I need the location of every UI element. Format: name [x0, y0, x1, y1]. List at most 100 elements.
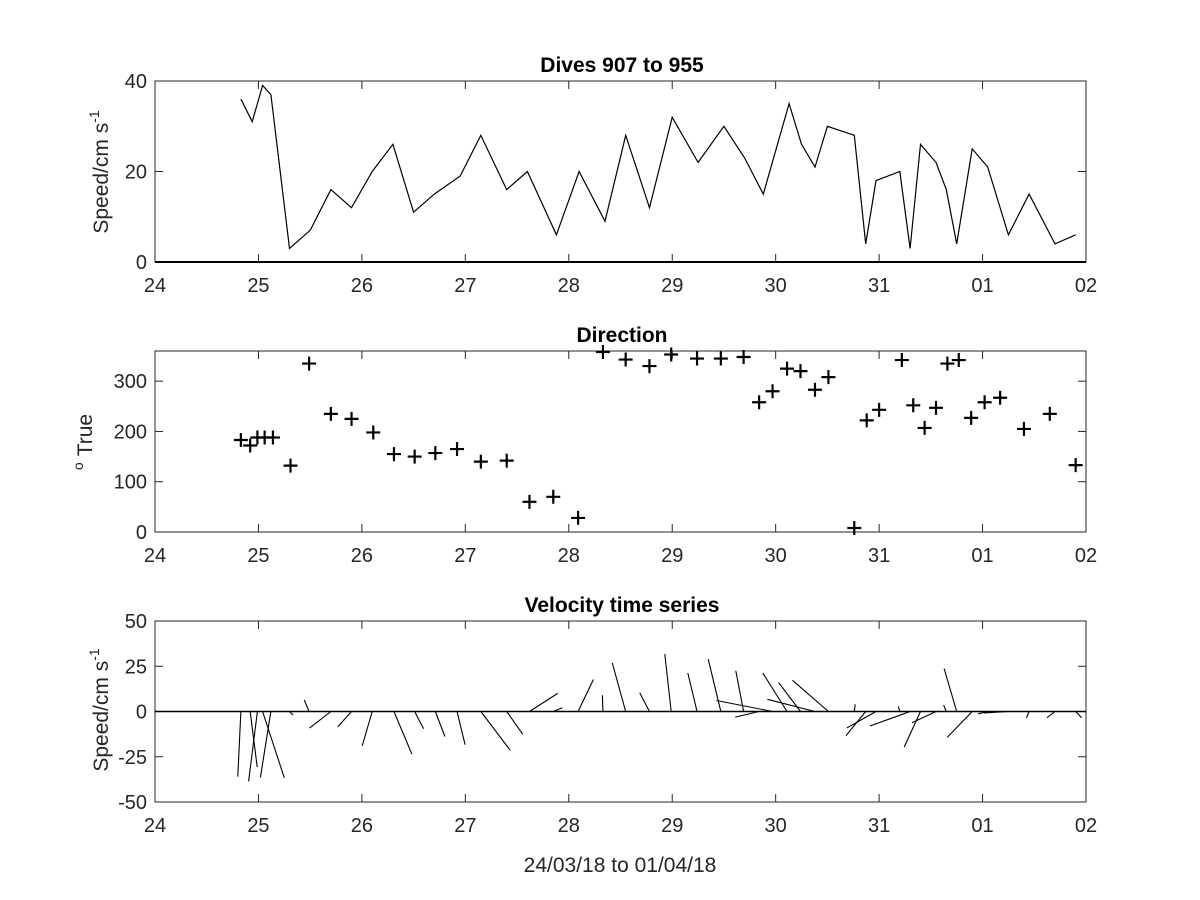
- direction-marker: [473, 454, 488, 469]
- x-axis-label: 24/03/18 to 01/04/18: [524, 854, 717, 877]
- x-tick-label: 24: [144, 275, 166, 297]
- x-tick-label: 02: [1075, 815, 1097, 837]
- x-tick-label: 26: [351, 275, 373, 297]
- direction-marker: [752, 395, 767, 410]
- direction-marker: [859, 413, 874, 428]
- velocity-stick: [237, 711, 242, 777]
- velocity-stick: [707, 658, 722, 712]
- x-tick-label: 25: [247, 815, 269, 837]
- x-tick-label: 01: [971, 275, 993, 297]
- velocity-stick: [289, 711, 294, 716]
- direction-marker: [546, 489, 561, 504]
- velocity-stick: [978, 710, 988, 715]
- y-tick-label: -25: [118, 747, 147, 769]
- x-tick-label: 25: [247, 545, 269, 567]
- svg-text:Speed/cm s-1: Speed/cm s-1: [86, 648, 113, 772]
- speed-panel-ylabel-text: Speed/cm s: [90, 123, 113, 234]
- direction-marker: [642, 359, 657, 374]
- direction-marker: [1042, 406, 1057, 421]
- velocity-stick: [946, 711, 973, 738]
- x-tick-label: 02: [1075, 275, 1097, 297]
- speed-panel-ylabel: Speed/cm s-1: [86, 110, 113, 234]
- x-tick-label: 24: [144, 815, 166, 837]
- x-tick-label: 29: [661, 815, 683, 837]
- svg-text:Speed/cm s-1: Speed/cm s-1: [86, 110, 113, 234]
- y-tick-label: 50: [125, 611, 147, 633]
- x-tick-label: 30: [765, 815, 787, 837]
- x-tick-label: 31: [868, 545, 890, 567]
- direction-marker: [964, 410, 979, 425]
- direction-marker: [951, 353, 966, 368]
- direction-marker: [1068, 458, 1083, 473]
- velocity-stick: [529, 692, 558, 712]
- velocity-panel: Velocity time series Speed/cm s-1 24 25 26…: [86, 594, 1097, 837]
- velocity-stick: [845, 711, 867, 737]
- velocity-stick: [735, 670, 745, 712]
- direction-marker: [894, 353, 909, 368]
- direction-panel-title: Direction: [576, 324, 667, 347]
- direction-marker: [765, 384, 780, 399]
- y-tick-label: 200: [114, 421, 147, 443]
- direction-marker: [428, 446, 443, 461]
- x-tick-label: 28: [558, 545, 580, 567]
- x-tick-label: 01: [971, 545, 993, 567]
- direction-marker: [302, 356, 317, 371]
- direction-marker: [821, 370, 836, 385]
- velocity-stick: [259, 711, 272, 778]
- direction-marker: [736, 350, 751, 365]
- velocity-stick: [1075, 711, 1082, 719]
- velocity-panel-ylabel: Speed/cm s-1: [86, 648, 113, 772]
- velocity-stick: [869, 710, 911, 727]
- x-tick-label: 31: [868, 815, 890, 837]
- velocity-stick: [577, 679, 594, 712]
- direction-marker: [929, 400, 944, 415]
- velocity-stick: [553, 707, 563, 713]
- direction-marker: [499, 453, 514, 468]
- direction-panel: Direction o True 24 25 26 27 28 29 30 31 01 02 0 100…: [70, 324, 1097, 567]
- x-tick-label: 25: [247, 275, 269, 297]
- x-tick-label: 24: [144, 545, 166, 567]
- direction-marker: [595, 345, 610, 360]
- direction-marker: [243, 438, 258, 453]
- velocity-stick: [506, 711, 524, 735]
- velocity-stick: [664, 653, 672, 712]
- x-tick-label: 29: [661, 545, 683, 567]
- x-tick-label: 27: [454, 815, 476, 837]
- velocity-stick: [716, 699, 773, 713]
- x-tick-label: 26: [351, 815, 373, 837]
- velocity-stick: [361, 711, 373, 747]
- velocity-stick: [393, 711, 413, 755]
- x-tick-label: 01: [971, 815, 993, 837]
- y-tick-label: 40: [125, 71, 147, 93]
- y-tick-label: -50: [118, 792, 147, 814]
- direction-marker: [366, 425, 381, 440]
- direction-marker: [664, 347, 679, 362]
- direction-marker: [793, 364, 808, 379]
- x-tick-label: 30: [765, 545, 787, 567]
- direction-marker: [847, 520, 862, 535]
- velocity-stick: [1025, 711, 1030, 719]
- velocity-stick: [248, 711, 258, 782]
- velocity-stick: [983, 710, 1009, 714]
- direction-marker: [571, 510, 586, 525]
- direction-marker: [344, 411, 359, 426]
- x-tick-label: 31: [868, 275, 890, 297]
- velocity-stick: [792, 679, 829, 712]
- velocity-stick: [337, 711, 352, 728]
- velocity-stick: [853, 704, 856, 712]
- velocity-stick: [414, 711, 425, 729]
- velocity-stick: [846, 711, 877, 729]
- direction-marker: [807, 382, 822, 397]
- velocity-stick: [903, 711, 921, 748]
- direction-marker: [993, 390, 1008, 405]
- direction-marker: [618, 352, 633, 367]
- direction-marker: [323, 406, 338, 421]
- direction-marker: [690, 351, 705, 366]
- speed-panel-title: Dives 907 to 955: [540, 54, 704, 77]
- y-tick-label: 20: [125, 162, 147, 184]
- direction-panel-ylabel-text: True: [74, 414, 97, 456]
- direction-marker: [906, 398, 921, 413]
- velocity-panel-ylabel-sup: -1: [86, 648, 102, 661]
- velocity-stick: [309, 711, 332, 729]
